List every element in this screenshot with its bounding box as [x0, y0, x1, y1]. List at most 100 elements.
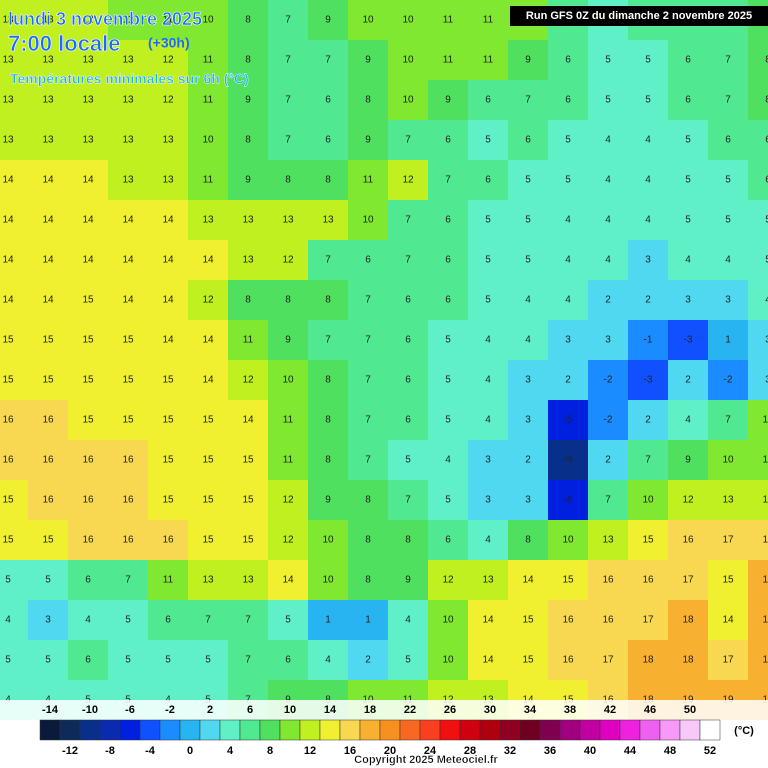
- temp-value: 6: [405, 415, 411, 426]
- temp-cell: [348, 80, 388, 120]
- temp-value: 16: [42, 415, 54, 426]
- temp-cell: [308, 600, 348, 640]
- temp-value: 14: [2, 255, 14, 266]
- temp-value: 5: [45, 575, 51, 586]
- temp-value: 12: [242, 375, 254, 386]
- temp-cell: [108, 400, 148, 440]
- temp-cell: [228, 520, 268, 560]
- temp-value: 15: [2, 375, 14, 386]
- temp-cell: [228, 280, 268, 320]
- temp-value: 10: [362, 215, 374, 226]
- temp-cell: [388, 520, 428, 560]
- temp-cell: [228, 0, 268, 40]
- legend-swatch: [239, 719, 261, 741]
- temp-value: 10: [282, 375, 294, 386]
- temp-value: 12: [402, 175, 414, 186]
- temp-value: 3: [565, 335, 571, 346]
- temp-value: 8: [325, 375, 331, 386]
- temp-cell: [228, 40, 268, 80]
- temp-cell: [748, 440, 768, 480]
- temp-value: 15: [2, 335, 14, 346]
- legend-swatch: [699, 719, 721, 741]
- temp-cell: [228, 560, 268, 600]
- temp-value: 16: [82, 535, 94, 546]
- temp-value: 16: [82, 495, 94, 506]
- temp-value: 5: [645, 55, 651, 66]
- temp-cell: [308, 400, 348, 440]
- temp-cell: [748, 400, 768, 440]
- temp-value: 7: [725, 55, 731, 66]
- temp-cell: [508, 480, 548, 520]
- temp-value: 9: [285, 335, 291, 346]
- temp-value: 2: [525, 455, 531, 466]
- temp-cell: [268, 400, 308, 440]
- legend-swatch: [679, 719, 701, 741]
- temp-cell: [188, 400, 228, 440]
- temp-value: 8: [325, 295, 331, 306]
- temp-cell: [388, 320, 428, 360]
- temp-cell: [308, 120, 348, 160]
- temp-value: 14: [202, 335, 214, 346]
- temp-cell: [668, 400, 708, 440]
- temp-cell: [228, 320, 268, 360]
- temp-cell: [188, 640, 228, 680]
- temp-value: 4: [485, 535, 491, 546]
- temp-cell: [548, 320, 588, 360]
- temp-value: 11: [123, 15, 134, 26]
- temp-cell: [468, 200, 508, 240]
- temp-cell: [468, 520, 508, 560]
- temp-value: 5: [765, 255, 768, 266]
- temp-value: 13: [722, 495, 734, 506]
- temp-value: 12: [162, 55, 174, 66]
- temp-cell: [668, 240, 708, 280]
- temp-value: 9: [245, 95, 251, 106]
- temp-value: 13: [122, 95, 134, 106]
- temp-value: 11: [203, 95, 214, 106]
- temp-cell: [0, 240, 28, 280]
- temp-cell: [468, 240, 508, 280]
- temp-value: 5: [725, 215, 731, 226]
- temp-value: 9: [245, 175, 251, 186]
- legend-label: 48: [664, 745, 676, 757]
- temp-value: 12: [762, 495, 768, 506]
- temp-value: 15: [522, 615, 534, 626]
- legend-label: 46: [644, 704, 656, 716]
- temp-value: 4: [565, 255, 571, 266]
- temp-value: 10: [362, 15, 374, 26]
- temp-value: 5: [5, 655, 11, 666]
- temp-value: 4: [405, 615, 411, 626]
- temp-cell: [28, 400, 68, 440]
- temp-cell: [388, 360, 428, 400]
- temp-value: 7: [325, 55, 331, 66]
- temp-cell: [508, 360, 548, 400]
- temp-cell: [388, 480, 428, 520]
- temp-cell: [508, 400, 548, 440]
- temp-cell: [428, 480, 468, 520]
- temp-value: 4: [565, 295, 571, 306]
- legend-swatch: [639, 719, 661, 741]
- legend-label: 16: [344, 745, 356, 757]
- temp-value: 9: [325, 15, 331, 26]
- temp-value: 13: [122, 55, 134, 66]
- temp-value: 14: [42, 175, 54, 186]
- temp-value: 6: [365, 255, 371, 266]
- legend-label: 34: [524, 704, 537, 716]
- temp-value: 10: [762, 415, 768, 426]
- temp-value: 10: [442, 655, 454, 666]
- temp-cell: [268, 160, 308, 200]
- temp-cell: [188, 240, 228, 280]
- temp-cell: [188, 80, 228, 120]
- temp-value: 14: [722, 615, 734, 626]
- legend-swatch: [479, 719, 501, 741]
- temp-value: 15: [82, 415, 94, 426]
- temp-cell: [108, 240, 148, 280]
- temp-value: 7: [325, 335, 331, 346]
- temp-cell: [708, 400, 748, 440]
- temp-value: 14: [162, 255, 174, 266]
- temp-value: 10: [642, 495, 654, 506]
- legend-label: 12: [304, 745, 316, 757]
- temp-value: 10: [402, 95, 414, 106]
- temp-value: -1: [644, 335, 653, 346]
- temp-cell: [148, 640, 188, 680]
- temp-value: 8: [325, 415, 331, 426]
